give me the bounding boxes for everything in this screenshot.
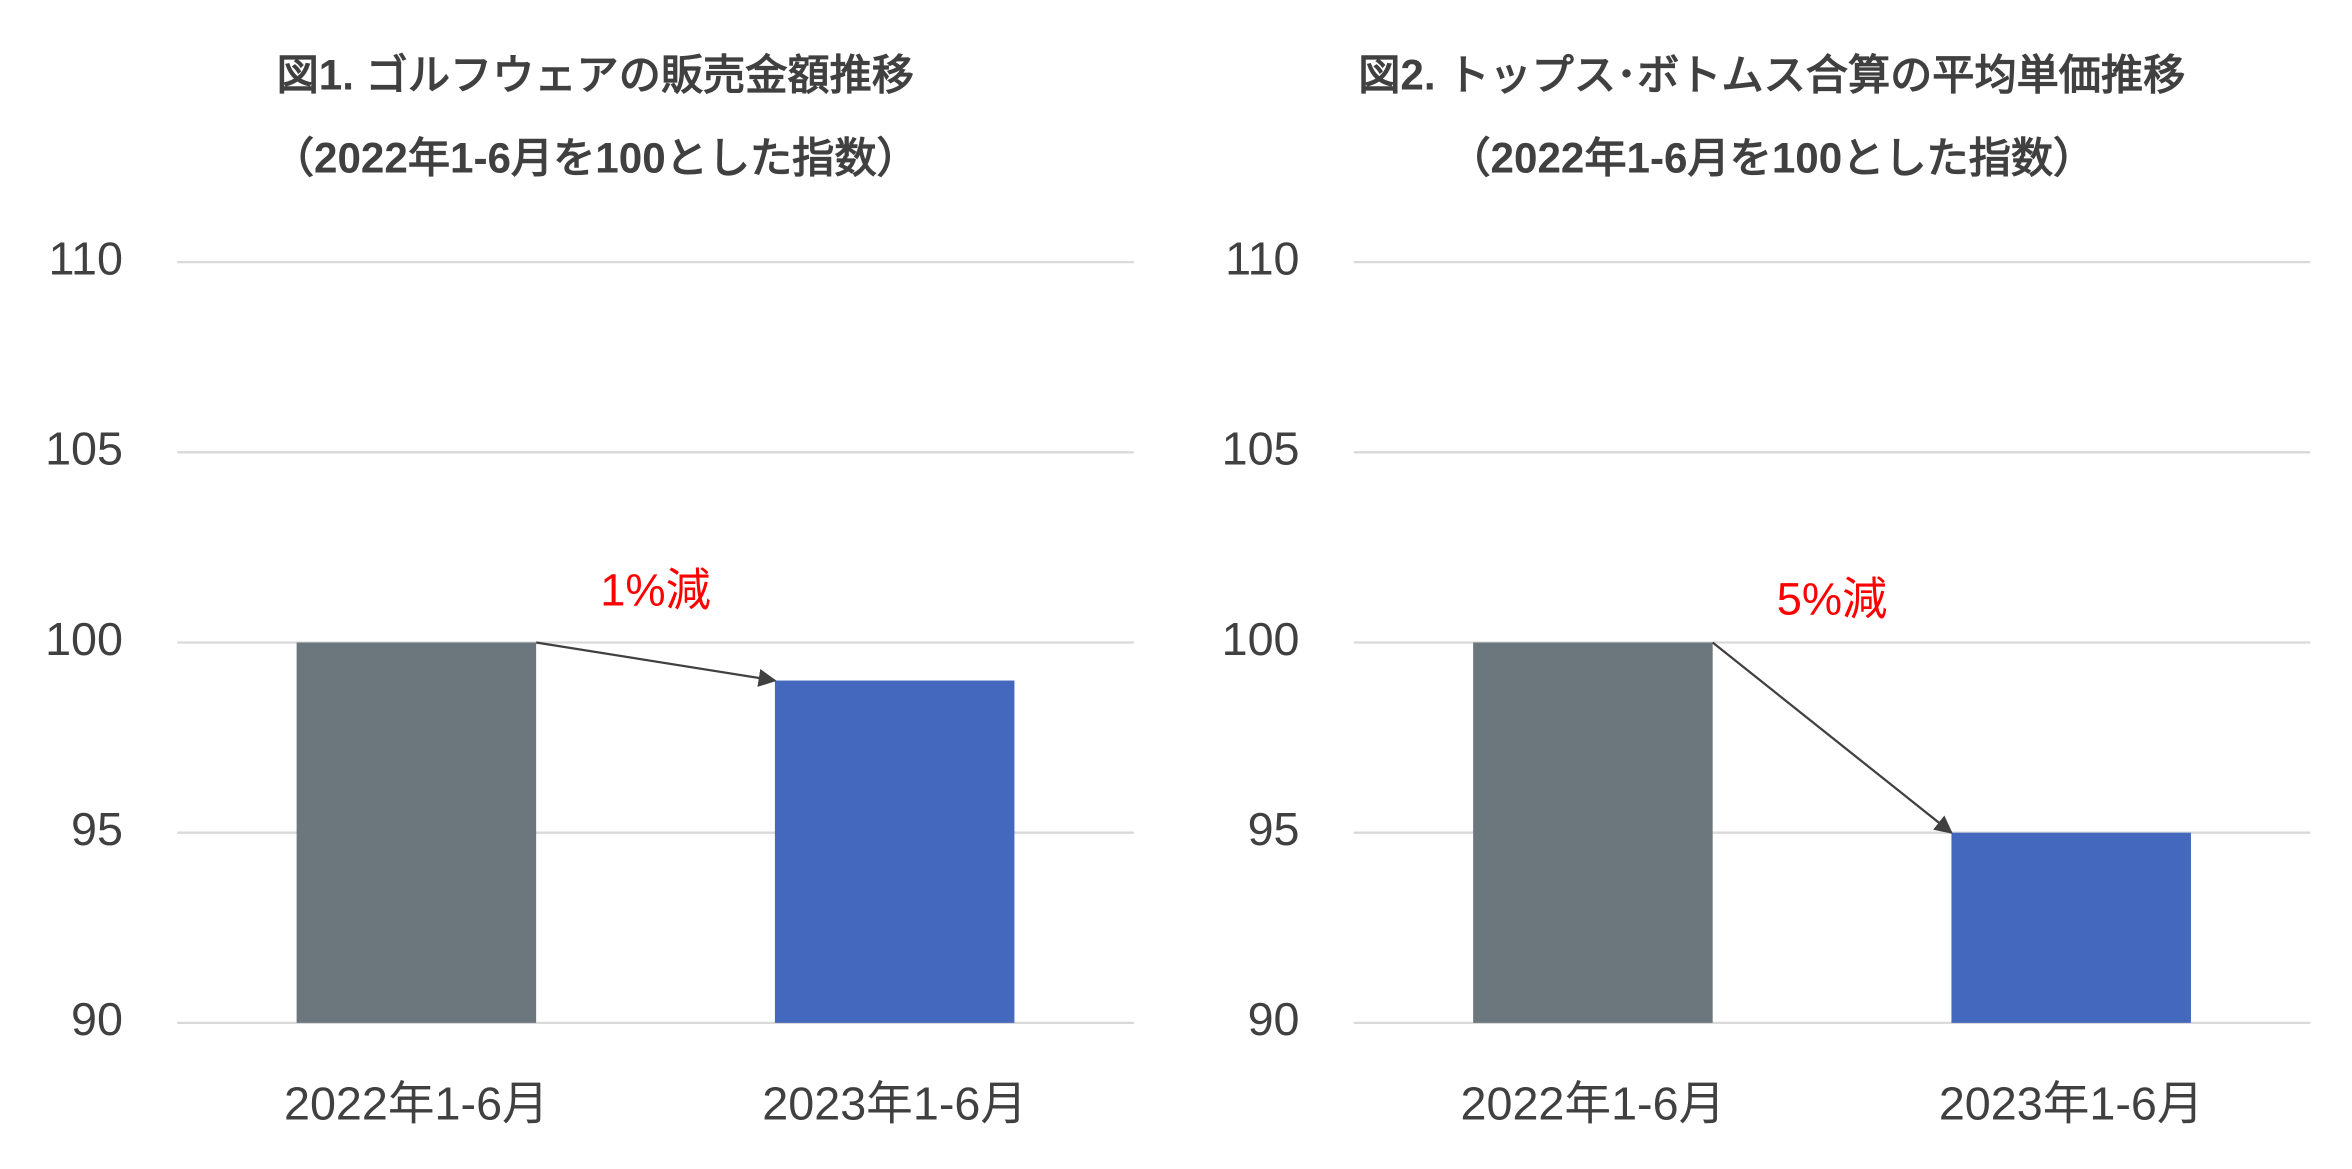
y-tick-label: 100 (45, 613, 123, 665)
x-tick-label: 2022年1-6月 (284, 1078, 549, 1130)
y-tick-label: 90 (1248, 993, 1300, 1045)
x-tick-label: 2022年1-6月 (1461, 1078, 1726, 1130)
change-arrow (1711, 641, 1953, 834)
change-annotation: 5%減 (1777, 574, 1888, 625)
chart-subtitle: （2022年1-6月を100とした指数） (1448, 134, 2095, 181)
x-tick-label: 2023年1-6月 (762, 1078, 1027, 1130)
chart-subtitle: （2022年1-6月を100とした指数） (272, 134, 919, 181)
x-tick-label: 2023年1-6月 (1939, 1078, 2204, 1130)
bar (1473, 642, 1713, 1023)
change-annotation: 1%減 (600, 564, 711, 615)
bar (296, 642, 537, 1023)
y-tick-label: 110 (1225, 232, 1299, 284)
y-tick-label: 95 (1248, 803, 1300, 855)
y-tick-label: 95 (71, 803, 123, 855)
change-arrow (535, 641, 777, 687)
y-tick-label: 105 (1222, 423, 1300, 475)
chart-title: 図2. トップス･ボトムス合算の平均単価推移 (1358, 51, 2185, 98)
y-tick-label: 110 (49, 232, 123, 284)
y-tick-label: 90 (71, 993, 123, 1045)
chart-title: 図1. ゴルフウェアの販売金額推移 (277, 51, 914, 98)
bar (774, 680, 1015, 1023)
bar (1951, 832, 2191, 1023)
y-tick-label: 100 (1222, 613, 1300, 665)
y-tick-label: 105 (45, 423, 123, 475)
